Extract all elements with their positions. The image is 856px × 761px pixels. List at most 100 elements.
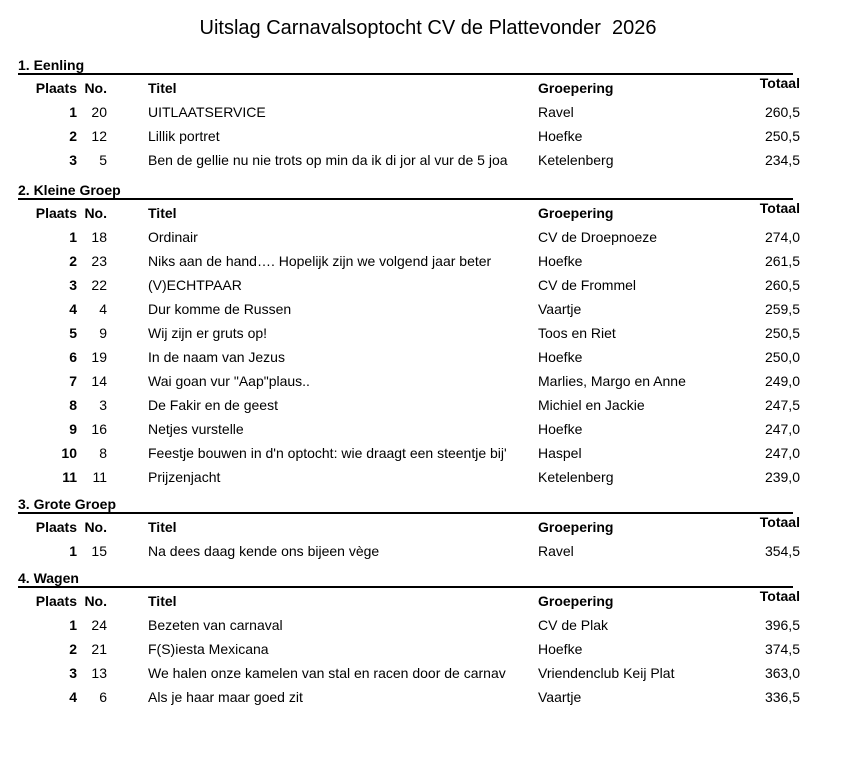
cell-plaats: 1: [69, 617, 77, 633]
column-header-totaal: Totaal: [759, 514, 800, 530]
table-row: 1 20 UITLAATSERVICE Ravel 260,5: [18, 100, 800, 124]
cell-totaal: 363,0: [764, 665, 800, 681]
cell-no: 4: [99, 301, 107, 317]
cell-totaal: 250,5: [764, 325, 800, 341]
cell-groepering: Ravel: [538, 104, 574, 120]
column-header-no: No.: [84, 593, 107, 609]
cell-no: 9: [99, 325, 107, 341]
cell-plaats: 3: [69, 277, 77, 293]
column-header-totaal: Totaal: [759, 588, 800, 604]
document-title: Uitslag Carnavalsoptocht CV de Plattevon…: [199, 17, 657, 39]
cell-totaal: 259,5: [764, 301, 800, 317]
sections-container: 1. Eenling Plaats No. Titel Groepering T…: [18, 58, 856, 709]
cell-totaal: 336,5: [764, 689, 800, 705]
column-header-plaats: Plaats: [35, 519, 77, 535]
cell-titel: De Fakir en de geest: [148, 397, 278, 413]
column-gap: [107, 685, 148, 709]
column-gap: [107, 148, 148, 172]
cell-plaats: 1: [69, 543, 77, 559]
cell-no: 19: [91, 349, 107, 365]
cell-totaal: 260,5: [764, 277, 800, 293]
column-gap: [107, 345, 148, 369]
cell-no: 21: [91, 641, 107, 657]
cell-totaal: 396,5: [764, 617, 800, 633]
table-row: 1 18 Ordinair CV de Droepnoeze 274,0: [18, 225, 800, 249]
cell-titel: Feestje bouwen in d'n optocht: wie draag…: [148, 445, 507, 461]
cell-plaats: 2: [69, 253, 77, 269]
cell-totaal: 260,5: [764, 104, 800, 120]
column-gap: [107, 441, 148, 465]
cell-groepering: Vaartje: [538, 301, 582, 317]
column-header-no: No.: [84, 205, 107, 221]
cell-groepering: Toos en Riet: [538, 325, 616, 341]
cell-titel: Niks aan de hand…. Hopelijk zijn we volg…: [148, 253, 492, 269]
column-header-totaal: Totaal: [759, 200, 800, 216]
cell-titel: Na dees daag kende ons bijeen vège: [148, 543, 380, 559]
column-gap: [107, 637, 148, 661]
column-gap: [107, 465, 148, 489]
cell-groepering: CV de Frommel: [538, 277, 637, 293]
cell-totaal: 247,5: [764, 397, 800, 413]
column-header-groepering: Groepering: [538, 80, 614, 96]
table-row: 7 14 Wai goan vur "Aap"plaus.. Marlies, …: [18, 369, 800, 393]
column-gap: [107, 76, 148, 100]
cell-groepering: Michiel en Jackie: [538, 397, 645, 413]
column-header-titel: Titel: [148, 519, 177, 535]
result-section: 2. Kleine Groep Plaats No. Titel Groeper…: [18, 183, 856, 489]
column-gap: [107, 589, 148, 613]
cell-groepering: Vaartje: [538, 689, 582, 705]
cell-titel: Prijzenjacht: [148, 469, 221, 485]
cell-totaal: 250,0: [764, 349, 800, 365]
column-gap: [107, 201, 148, 225]
cell-totaal: 354,5: [764, 543, 800, 559]
column-gap: [107, 273, 148, 297]
cell-plaats: 3: [69, 152, 77, 168]
column-header-no: No.: [84, 80, 107, 96]
column-header-no: No.: [84, 519, 107, 535]
cell-groepering: CV de Droepnoeze: [538, 229, 658, 245]
cell-no: 22: [91, 277, 107, 293]
column-gap: [107, 417, 148, 441]
cell-plaats: 2: [69, 641, 77, 657]
table-row: 4 6 Als je haar maar goed zit Vaartje 33…: [18, 685, 800, 709]
cell-plaats: 2: [69, 128, 77, 144]
cell-plaats: 9: [69, 421, 77, 437]
cell-plaats: 10: [61, 445, 77, 461]
column-gap: [107, 539, 148, 563]
cell-no: 14: [91, 373, 107, 389]
table-row: 3 5 Ben de gellie nu nie trots op min da…: [18, 148, 800, 172]
column-gap: [107, 515, 148, 539]
cell-plaats: 1: [69, 104, 77, 120]
cell-no: 24: [91, 617, 107, 633]
cell-totaal: 234,5: [764, 152, 800, 168]
cell-titel: Wai goan vur "Aap"plaus..: [148, 373, 310, 389]
cell-groepering: Hoefke: [538, 641, 583, 657]
cell-titel: Als je haar maar goed zit: [148, 689, 303, 705]
column-gap: [107, 321, 148, 345]
cell-plaats: 4: [69, 689, 77, 705]
cell-plaats: 11: [62, 469, 77, 485]
cell-titel: Dur komme de Russen: [148, 301, 292, 317]
cell-plaats: 1: [69, 229, 77, 245]
cell-plaats: 6: [69, 349, 77, 365]
column-gap: [107, 613, 148, 637]
cell-totaal: 274,0: [764, 229, 800, 245]
column-header-titel: Titel: [148, 80, 177, 96]
cell-plaats: 5: [69, 325, 77, 341]
table-row: 2 21 F(S)iesta Mexicana Hoefke 374,5: [18, 637, 800, 661]
cell-titel: Netjes vurstelle: [148, 421, 244, 437]
column-header-groepering: Groepering: [538, 519, 614, 535]
cell-plaats: 4: [69, 301, 77, 317]
section-heading: 3. Grote Groep: [18, 497, 793, 514]
table-row: 11 11 Prijzenjacht Ketelenberg 239,0: [18, 465, 800, 489]
column-header-plaats: Plaats: [35, 80, 77, 96]
cell-groepering: Vriendenclub Keij Plat: [538, 665, 675, 681]
cell-no: 16: [91, 421, 107, 437]
table-row: 2 12 Lillik portret Hoefke 250,5: [18, 124, 800, 148]
cell-no: 13: [91, 665, 107, 681]
cell-groepering: Ketelenberg: [538, 469, 614, 485]
cell-groepering: Hoefke: [538, 253, 583, 269]
cell-no: 5: [99, 152, 107, 168]
table-row: 5 9 Wij zijn er gruts op! Toos en Riet 2…: [18, 321, 800, 345]
section-heading: 2. Kleine Groep: [18, 183, 793, 200]
